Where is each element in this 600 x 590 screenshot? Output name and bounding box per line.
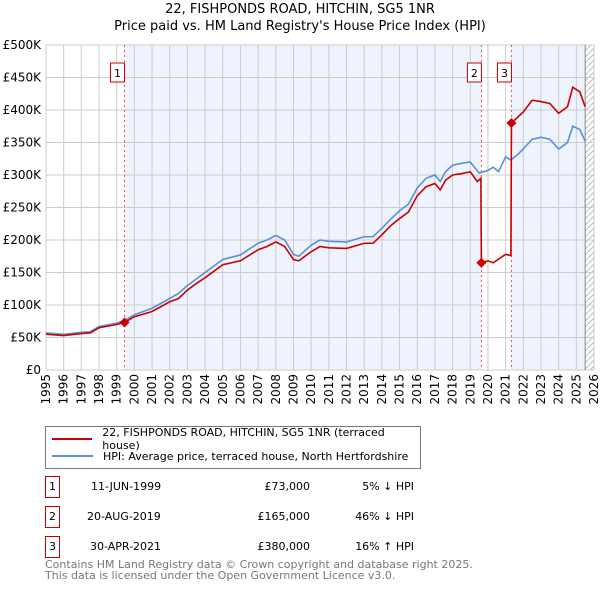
x-tick-label: 2010	[304, 374, 318, 405]
sale-marker-badge: 2	[45, 506, 60, 528]
x-tick-label: 1997	[74, 374, 88, 405]
sale-label-box	[109, 62, 125, 83]
x-tick-label: 2015	[393, 374, 407, 405]
x-tick-label: 2012	[340, 374, 354, 405]
sale-marker-badge: 1	[45, 476, 60, 498]
sale-label: 3	[501, 67, 508, 80]
x-tick-label: 2022	[516, 374, 530, 405]
sale-date: 20-AUG-2019	[87, 510, 161, 523]
x-tick-label: 2003	[180, 374, 194, 405]
chart-subtitle: Price paid vs. HM Land Registry's House …	[114, 19, 486, 34]
x-tick-label: 2008	[269, 374, 283, 405]
x-tick-label: 2021	[499, 374, 513, 405]
sale-hpi-diff: 16% ↑ HPI	[355, 540, 414, 553]
sale-hpi-diff: 46% ↓ HPI	[355, 510, 414, 523]
x-tick-label: 2014	[375, 374, 389, 405]
price-chart: 1995 1996 1997 1998 1999 2000 2001 2002 2003 2004…	[3, 38, 600, 405]
sale-label: 1	[114, 67, 121, 80]
x-tick-label: 2026	[587, 374, 600, 405]
y-tick-label: £200K	[3, 233, 43, 247]
chart-title: 22, FISHPONDS ROAD, HITCHIN, SG5 1NR	[165, 2, 435, 17]
price-paid-line	[45, 85, 586, 337]
sale-date: 11-JUN-1999	[91, 480, 162, 493]
y-tick-label: £250K	[3, 201, 43, 215]
x-tick-label: 2020	[481, 374, 495, 405]
x-tick-label: 1999	[110, 374, 124, 405]
y-tick-label: £50K	[10, 331, 42, 345]
legend: 22, FISHPONDS ROAD, HITCHIN, SG5 1NR (te…	[45, 426, 421, 469]
y-tick-label: £350K	[3, 136, 43, 150]
x-tick-label: 2025	[569, 374, 583, 405]
sale-label-box	[466, 62, 482, 83]
sale-point-marker	[506, 118, 517, 128]
x-tick-label: 2013	[357, 374, 371, 405]
y-tick-label: £150K	[3, 266, 43, 280]
sale-price: £165,000	[257, 510, 311, 523]
sale-price: £73,000	[264, 480, 311, 493]
x-tick-label: 1998	[92, 374, 106, 405]
sale-label: 2	[471, 67, 478, 80]
y-tick-label: £500K	[3, 38, 43, 52]
y-tick-label: £400K	[3, 103, 43, 117]
x-tick-label: 2024	[552, 374, 566, 405]
x-tick-label: 1996	[57, 374, 71, 405]
x-tick-label: 2001	[145, 374, 159, 405]
x-tick-label: 2018	[446, 374, 460, 405]
y-tick-label: £300K	[3, 168, 43, 182]
x-tick-label: 2009	[286, 374, 300, 405]
y-tick-label: £450K	[3, 71, 43, 85]
x-tick-label: 2017	[428, 374, 442, 405]
sale-price: £380,000	[257, 540, 311, 553]
x-tick-label: 2023	[534, 374, 548, 405]
hpi-line	[45, 125, 586, 336]
x-tick-label: 2004	[198, 374, 212, 405]
sale-point-marker	[476, 257, 487, 268]
x-tick-label: 2005	[216, 374, 230, 405]
footer: Contains HM Land Registry data © Crown c…	[45, 559, 473, 581]
legend-label-hpi: HPI: Average price, terraced house, Nort…	[103, 449, 409, 463]
sale-date: 30-APR-2021	[90, 540, 162, 553]
x-tick-label: 2011	[322, 374, 336, 405]
x-tick-label: 2000	[127, 374, 141, 405]
x-tick-label: 2016	[410, 374, 424, 405]
sale-hpi-diff: 5% ↓ HPI	[362, 480, 414, 493]
y-tick-label: £100K	[3, 298, 43, 312]
x-tick-label: 1995	[39, 374, 53, 405]
sale-label-box	[496, 62, 512, 83]
legend-label-price: 22, FISHPONDS ROAD, HITCHIN, SG5 1NR (te…	[102, 426, 385, 452]
y-tick-label: £0	[26, 363, 41, 377]
sale-point-marker	[119, 317, 130, 328]
x-tick-label: 2006	[233, 374, 247, 405]
legend-swatch-price	[52, 438, 93, 440]
legend-swatch-hpi	[52, 455, 93, 457]
footer-copyright: Contains HM Land Registry data © Crown c…	[45, 558, 473, 571]
x-tick-label: 2007	[251, 374, 265, 405]
x-tick-label: 2019	[463, 374, 477, 405]
footer-licence: This data is licensed under the Open Gov…	[45, 569, 396, 582]
sale-marker-badge: 3	[45, 536, 60, 558]
x-tick-label: 2002	[163, 374, 177, 405]
